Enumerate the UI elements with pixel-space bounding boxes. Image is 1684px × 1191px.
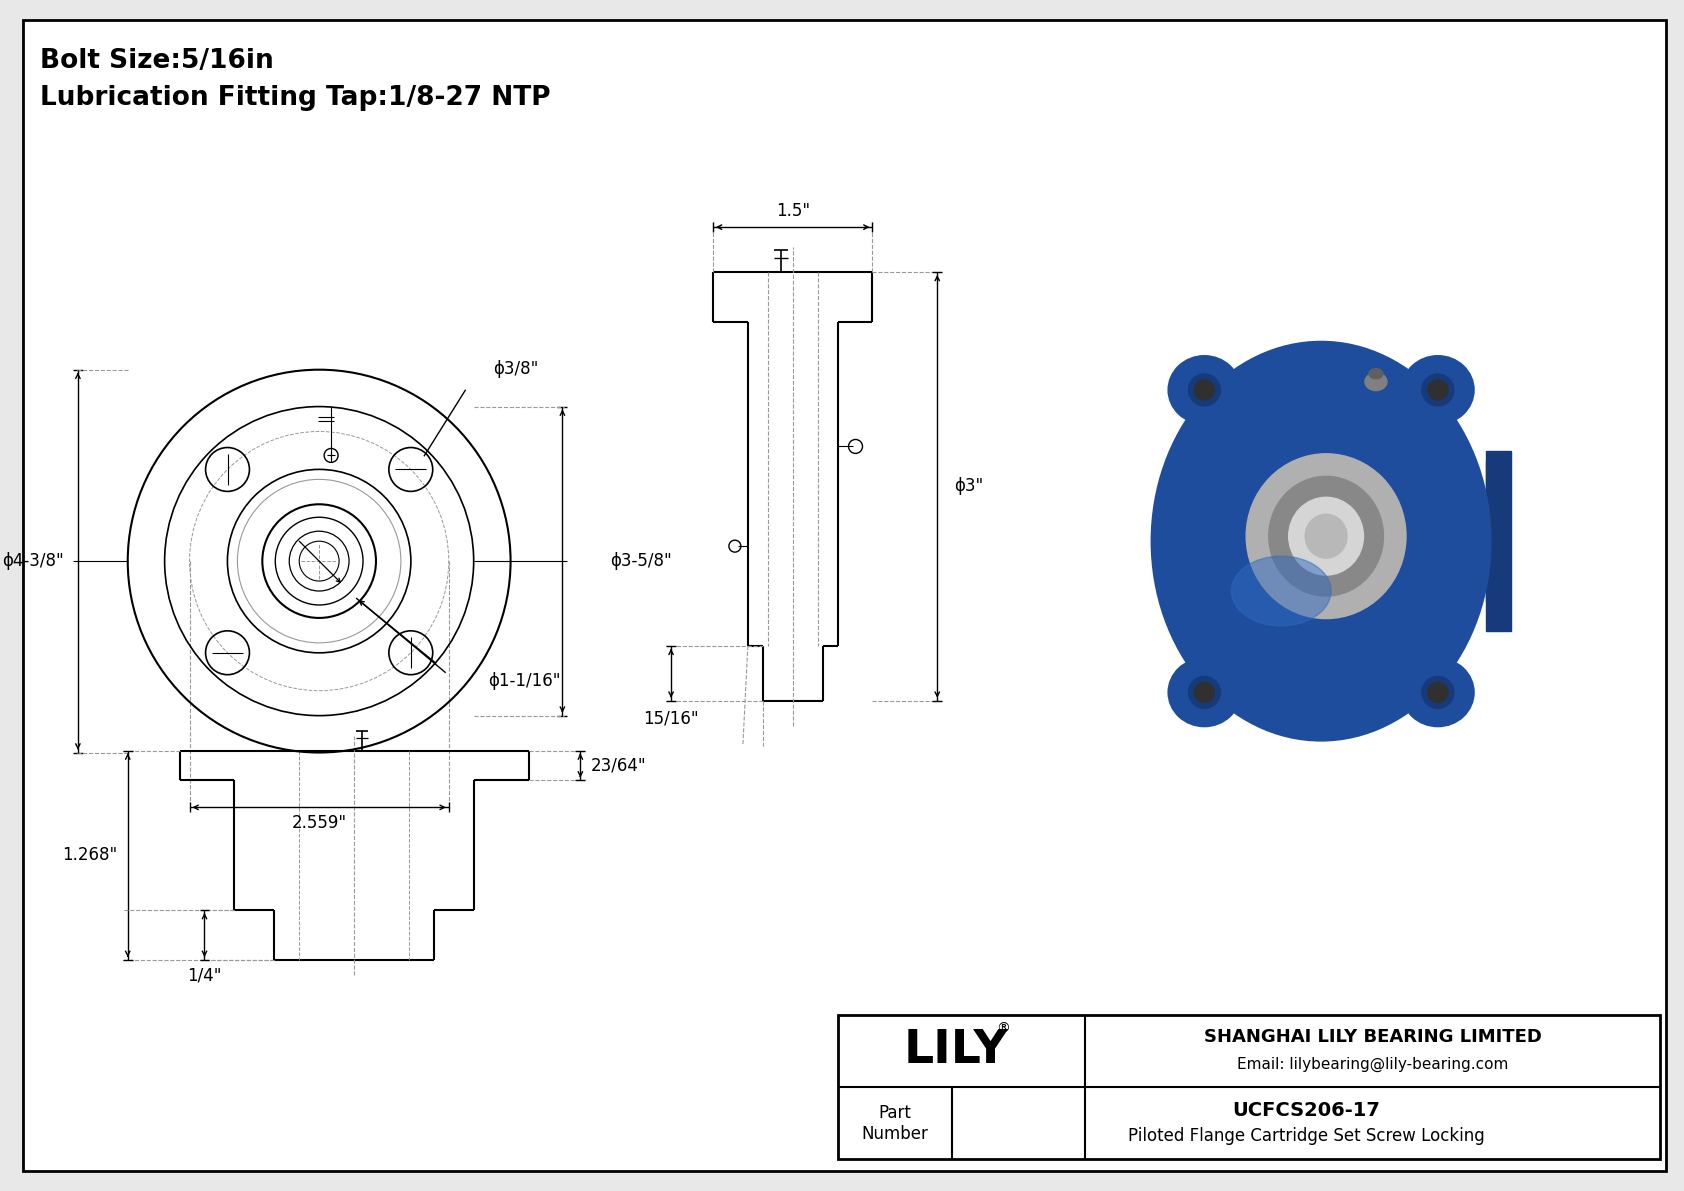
Text: UCFCS206-17: UCFCS206-17 xyxy=(1233,1100,1381,1120)
Circle shape xyxy=(1421,374,1453,406)
Text: 1/4": 1/4" xyxy=(187,967,222,985)
Bar xyxy=(1485,461,1504,601)
Ellipse shape xyxy=(1366,373,1388,391)
Text: Lubrication Fitting Tap:1/8-27 NTP: Lubrication Fitting Tap:1/8-27 NTP xyxy=(40,85,551,111)
Circle shape xyxy=(1189,676,1221,709)
Text: ϕ3/8": ϕ3/8" xyxy=(493,360,539,378)
Text: ®: ® xyxy=(997,1022,1010,1036)
Text: Part
Number: Part Number xyxy=(862,1104,928,1142)
Text: SHANGHAI LILY BEARING LIMITED: SHANGHAI LILY BEARING LIMITED xyxy=(1204,1028,1541,1046)
Text: LILY: LILY xyxy=(904,1028,1009,1073)
Ellipse shape xyxy=(1403,356,1474,424)
Circle shape xyxy=(1194,380,1214,400)
Bar xyxy=(837,1015,1660,1159)
Ellipse shape xyxy=(1268,476,1384,596)
Text: Email: lilybearing@lily-bearing.com: Email: lilybearing@lily-bearing.com xyxy=(1236,1058,1509,1072)
Text: 2.559": 2.559" xyxy=(291,815,347,833)
Text: ϕ1-1/16": ϕ1-1/16" xyxy=(488,672,561,690)
Circle shape xyxy=(1194,682,1214,703)
Text: 1.268": 1.268" xyxy=(62,847,118,865)
Text: ϕ4-3/8": ϕ4-3/8" xyxy=(2,553,64,570)
Text: 23/64": 23/64" xyxy=(591,756,647,774)
Bar xyxy=(1485,451,1511,631)
Circle shape xyxy=(1428,682,1448,703)
Ellipse shape xyxy=(1169,356,1239,424)
Circle shape xyxy=(1189,374,1221,406)
Text: 1.5": 1.5" xyxy=(776,202,810,220)
Text: Bolt Size:5/16in: Bolt Size:5/16in xyxy=(40,48,274,74)
Circle shape xyxy=(1428,380,1448,400)
Ellipse shape xyxy=(1169,659,1239,727)
Circle shape xyxy=(1421,676,1453,709)
Ellipse shape xyxy=(1369,369,1383,379)
Text: ϕ3-5/8": ϕ3-5/8" xyxy=(610,553,672,570)
Ellipse shape xyxy=(1231,556,1330,626)
Text: ϕ3": ϕ3" xyxy=(955,478,983,495)
Ellipse shape xyxy=(1152,342,1490,741)
Ellipse shape xyxy=(1403,659,1474,727)
Ellipse shape xyxy=(1246,454,1406,618)
Ellipse shape xyxy=(1288,498,1364,575)
Text: Piloted Flange Cartridge Set Screw Locking: Piloted Flange Cartridge Set Screw Locki… xyxy=(1128,1127,1485,1145)
Text: 15/16": 15/16" xyxy=(643,710,699,728)
Ellipse shape xyxy=(1305,515,1347,559)
